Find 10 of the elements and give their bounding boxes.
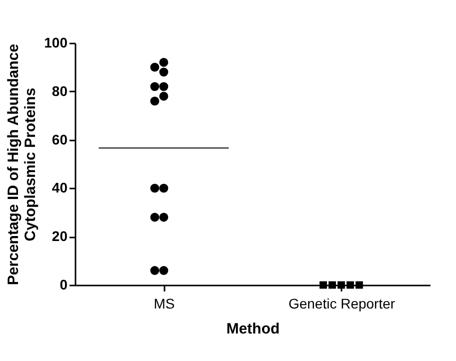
y-tick-label: 60 [52,131,68,148]
x-tick-label: Genetic Reporter [288,296,396,312]
y-axis-title: Percentage ID of High Abundance Cytoplasmic Proteins [5,44,40,286]
y-tick-label: 100 [44,34,68,50]
x-tick-label: MS [154,296,175,312]
x-axis-title: Method [226,320,280,338]
y-tick-label: 20 [52,228,68,244]
y-tick-label: 0 [60,276,68,292]
y-tick-label: 40 [52,180,68,196]
y-tick-label: 80 [52,82,68,99]
